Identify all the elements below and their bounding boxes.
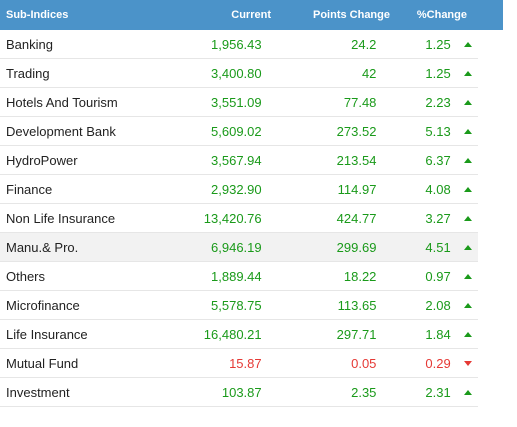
- table-row[interactable]: Trading 3,400.80 42 1.25: [0, 59, 478, 88]
- row-points-change: 273.52: [336, 123, 377, 139]
- header-sub-indices[interactable]: Sub-Indices: [6, 9, 69, 21]
- row-points-change: 2.35: [351, 384, 377, 400]
- row-name: Trading: [6, 65, 50, 81]
- table-row[interactable]: Investment 103.87 2.35 2.31: [0, 378, 478, 407]
- row-current: 3,551.09: [211, 94, 262, 110]
- row-current: 15.87: [229, 355, 262, 371]
- arrow-up-icon: [464, 157, 473, 163]
- table-row[interactable]: Non Life Insurance 13,420.76 424.77 3.27: [0, 204, 478, 233]
- row-current: 16,480.21: [203, 326, 262, 342]
- table-row[interactable]: Life Insurance 16,480.21 297.71 1.84: [0, 320, 478, 349]
- arrow-up-icon: [464, 128, 473, 134]
- row-points-change: 24.2: [351, 36, 377, 52]
- row-percent-change: 4.51: [425, 239, 451, 255]
- row-percent-change: 1.84: [425, 326, 451, 342]
- arrow-up-icon: [464, 302, 473, 308]
- arrow-up-icon: [464, 244, 473, 250]
- row-points-change: 42: [361, 65, 377, 81]
- table-header: Sub-Indices Current Points Change %Chang…: [0, 0, 503, 30]
- arrow-up-icon: [464, 273, 473, 279]
- row-percent-change: 3.27: [425, 210, 451, 226]
- row-points-change: 424.77: [336, 210, 377, 226]
- row-current: 3,567.94: [211, 152, 262, 168]
- arrow-up-icon: [464, 331, 473, 337]
- header-points-change[interactable]: Points Change: [312, 9, 390, 21]
- row-current: 6,946.19: [211, 239, 262, 255]
- row-points-change: 113.65: [337, 297, 377, 313]
- row-points-change: 299.69: [336, 239, 377, 255]
- table-row[interactable]: Banking 1,956.43 24.2 1.25: [0, 30, 478, 59]
- row-percent-change: 1.25: [425, 65, 451, 81]
- table-body: Banking 1,956.43 24.2 1.25 Trading 3,400…: [0, 30, 503, 407]
- arrow-up-icon: [464, 215, 473, 221]
- row-percent-change: 1.25: [425, 36, 451, 52]
- row-name: Microfinance: [6, 297, 80, 313]
- sub-indices-table: Sub-Indices Current Points Change %Chang…: [0, 0, 503, 407]
- row-name: Others: [6, 268, 46, 284]
- arrow-down-icon: [464, 360, 473, 366]
- table-row[interactable]: Finance 2,932.90 114.97 4.08: [0, 175, 478, 204]
- row-percent-change: 2.31: [425, 384, 451, 400]
- row-points-change: 77.48: [343, 94, 377, 110]
- row-name: Development Bank: [6, 123, 116, 139]
- row-current: 5,609.02: [211, 123, 262, 139]
- table-row[interactable]: Mutual Fund 15.87 0.05 0.29: [0, 349, 478, 378]
- row-name: Life Insurance: [6, 326, 88, 342]
- row-name: HydroPower: [6, 152, 78, 168]
- row-name: Manu.& Pro.: [6, 239, 79, 255]
- header-percent-change[interactable]: %Change: [416, 9, 467, 21]
- row-points-change: 213.54: [336, 152, 377, 168]
- table-row[interactable]: HydroPower 3,567.94 213.54 6.37: [0, 146, 478, 175]
- row-percent-change: 2.08: [425, 297, 451, 313]
- row-current: 3,400.80: [211, 65, 262, 81]
- arrow-up-icon: [464, 41, 473, 47]
- row-percent-change: 5.13: [425, 123, 451, 139]
- row-current: 103.87: [221, 384, 262, 400]
- row-percent-change: 0.97: [425, 268, 451, 284]
- arrow-up-icon: [464, 70, 473, 76]
- row-percent-change: 4.08: [425, 181, 451, 197]
- row-current: 1,956.43: [211, 36, 262, 52]
- table-row[interactable]: Microfinance 5,578.75 113.65 2.08: [0, 291, 478, 320]
- row-current: 1,889.44: [211, 268, 262, 284]
- row-points-change: 0.05: [351, 355, 377, 371]
- row-points-change: 18.22: [343, 268, 377, 284]
- row-name: Non Life Insurance: [6, 210, 116, 226]
- arrow-up-icon: [464, 99, 473, 105]
- table-row[interactable]: Manu.& Pro. 6,946.19 299.69 4.51: [0, 233, 478, 262]
- row-current: 2,932.90: [211, 181, 262, 197]
- row-points-change: 114.97: [337, 181, 377, 197]
- row-name: Investment: [6, 384, 70, 400]
- row-percent-change: 2.23: [425, 94, 451, 110]
- row-percent-change: 0.29: [425, 355, 451, 371]
- row-percent-change: 6.37: [425, 152, 451, 168]
- row-current: 5,578.75: [211, 297, 262, 313]
- row-name: Finance: [6, 181, 53, 197]
- row-name: Hotels And Tourism: [6, 94, 118, 110]
- row-current: 13,420.76: [203, 210, 262, 226]
- row-points-change: 297.71: [336, 326, 377, 342]
- arrow-up-icon: [464, 389, 473, 395]
- header-current[interactable]: Current: [231, 9, 271, 21]
- table-row[interactable]: Others 1,889.44 18.22 0.97: [0, 262, 478, 291]
- row-name: Mutual Fund: [6, 355, 79, 371]
- table-row[interactable]: Hotels And Tourism 3,551.09 77.48 2.23: [0, 88, 478, 117]
- arrow-up-icon: [464, 186, 473, 192]
- table-row[interactable]: Development Bank 5,609.02 273.52 5.13: [0, 117, 478, 146]
- row-name: Banking: [6, 36, 53, 52]
